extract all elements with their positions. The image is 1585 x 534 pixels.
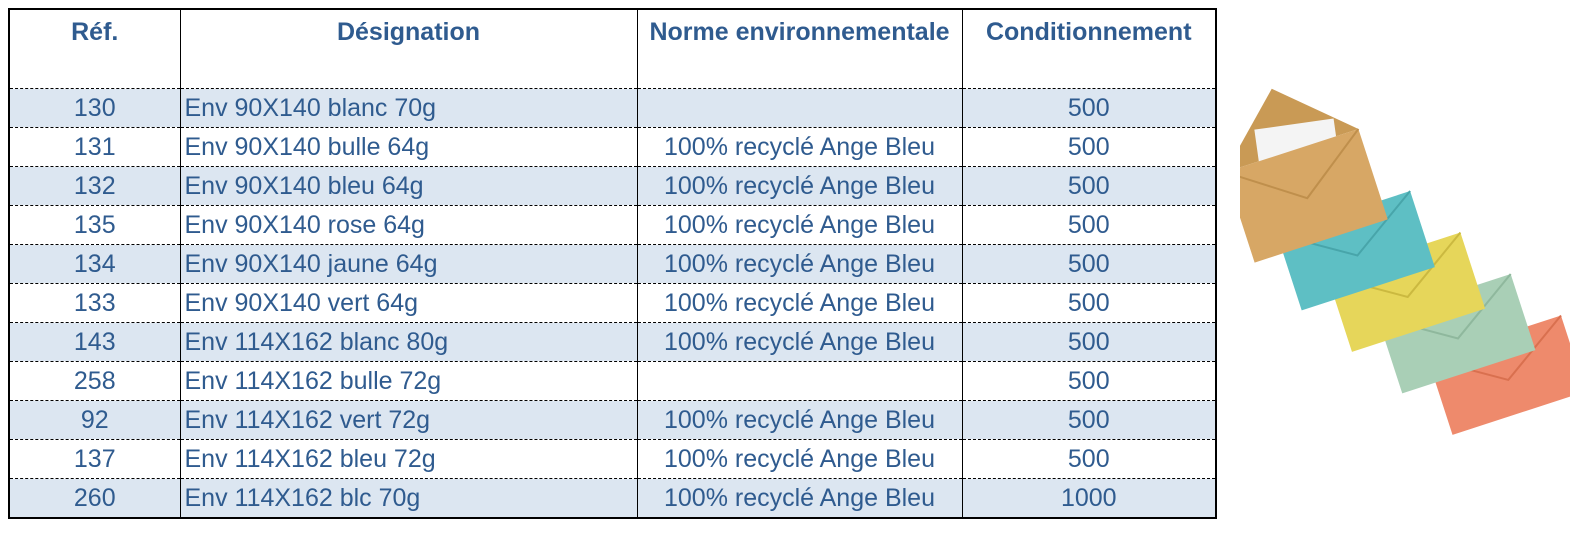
table-cell: 100% recyclé Ange Bleu	[636, 283, 962, 323]
table-row: 135 Env 90X140 rose 64g 100% recyclé Ange …	[8, 205, 1216, 245]
table-cell: 100% recyclé Ange Bleu	[636, 244, 962, 284]
table-row: 133 Env 90X140 vert 64g 100% recyclé Ange …	[8, 283, 1216, 323]
table-row: 132 Env 90X140 bleu 64g 100% recyclé Ange …	[8, 166, 1216, 206]
table-cell: 100% recyclé Ange Bleu	[636, 127, 962, 167]
table-cell: Env 114X162 blanc 80g	[179, 322, 637, 362]
header-cell: Conditionnement	[961, 9, 1216, 89]
table-row: 134 Env 90X140 jaune 64g 100% recyclé Ange…	[8, 244, 1216, 284]
table-cell: 500	[961, 205, 1216, 245]
table-cell: 100% recyclé Ange Bleu	[636, 322, 962, 362]
table-cell: Env 114X162 bulle 72g	[179, 361, 637, 401]
table-cell: 260	[8, 478, 180, 519]
table-cell: Env 90X140 vert 64g	[179, 283, 637, 323]
table-cell: 100% recyclé Ange Bleu	[636, 205, 962, 245]
table-cell: Env 90X140 bulle 64g	[179, 127, 637, 167]
table-cell	[636, 88, 962, 128]
table-cell: 135	[8, 205, 180, 245]
header-row: Réf. Désignation Norme environnementale Con…	[8, 9, 1216, 89]
table-cell: 500	[961, 400, 1216, 440]
table-cell: 130	[8, 88, 180, 128]
table-cell: 134	[8, 244, 180, 284]
table-row: 137 Env 114X162 bleu 72g 100% recyclé Ange…	[8, 439, 1216, 479]
table-cell: 137	[8, 439, 180, 479]
table-row: 260 Env 114X162 blc 70g 100% recyclé Ange …	[8, 478, 1216, 519]
table-cell: 500	[961, 127, 1216, 167]
table-cell: 131	[8, 127, 180, 167]
table-cell: 143	[8, 322, 180, 362]
header-cell: Norme environnementale	[636, 9, 962, 89]
table-cell	[636, 361, 962, 401]
table-cell: 500	[961, 439, 1216, 479]
table-cell: 500	[961, 244, 1216, 284]
header-cell: Désignation	[179, 9, 637, 89]
table-cell: 1000	[961, 478, 1216, 519]
table-cell: Env 90X140 blanc 70g	[179, 88, 637, 128]
table-cell: Env 90X140 jaune 64g	[179, 244, 637, 284]
table-cell: Env 114X162 vert 72g	[179, 400, 637, 440]
table-cell: 500	[961, 361, 1216, 401]
envelopes-illustration	[1240, 88, 1570, 435]
table-cell: 100% recyclé Ange Bleu	[636, 478, 962, 519]
table-row: 130 Env 90X140 blanc 70g 500	[8, 88, 1216, 128]
table-cell: 500	[961, 322, 1216, 362]
table-row: 92 Env 114X162 vert 72g 100% recyclé Ange …	[8, 400, 1216, 440]
table-cell: 133	[8, 283, 180, 323]
table-cell: 100% recyclé Ange Bleu	[636, 439, 962, 479]
table-body: 130 Env 90X140 blanc 70g 500 131 Env 90X140 …	[8, 88, 1216, 519]
table-cell: 500	[961, 283, 1216, 323]
table-cell: 100% recyclé Ange Bleu	[636, 400, 962, 440]
table-cell: 132	[8, 166, 180, 206]
product-table: Réf. Désignation Norme environnementale Con…	[8, 8, 1217, 519]
table-cell: 100% recyclé Ange Bleu	[636, 166, 962, 206]
header-cell: Réf.	[8, 9, 180, 89]
table-row: 131 Env 90X140 bulle 64g 100% recyclé Ange…	[8, 127, 1216, 167]
table-row: 258 Env 114X162 bulle 72g 500	[8, 361, 1216, 401]
table-cell: Env 114X162 blc 70g	[179, 478, 637, 519]
table-cell: Env 90X140 rose 64g	[179, 205, 637, 245]
table-cell: 92	[8, 400, 180, 440]
table-cell: Env 90X140 bleu 64g	[179, 166, 637, 206]
table-row: 143 Env 114X162 blanc 80g 100% recyclé Ang…	[8, 322, 1216, 362]
table-cell: Env 114X162 bleu 72g	[179, 439, 637, 479]
table-cell: 500	[961, 166, 1216, 206]
table-cell: 500	[961, 88, 1216, 128]
table-cell: 258	[8, 361, 180, 401]
